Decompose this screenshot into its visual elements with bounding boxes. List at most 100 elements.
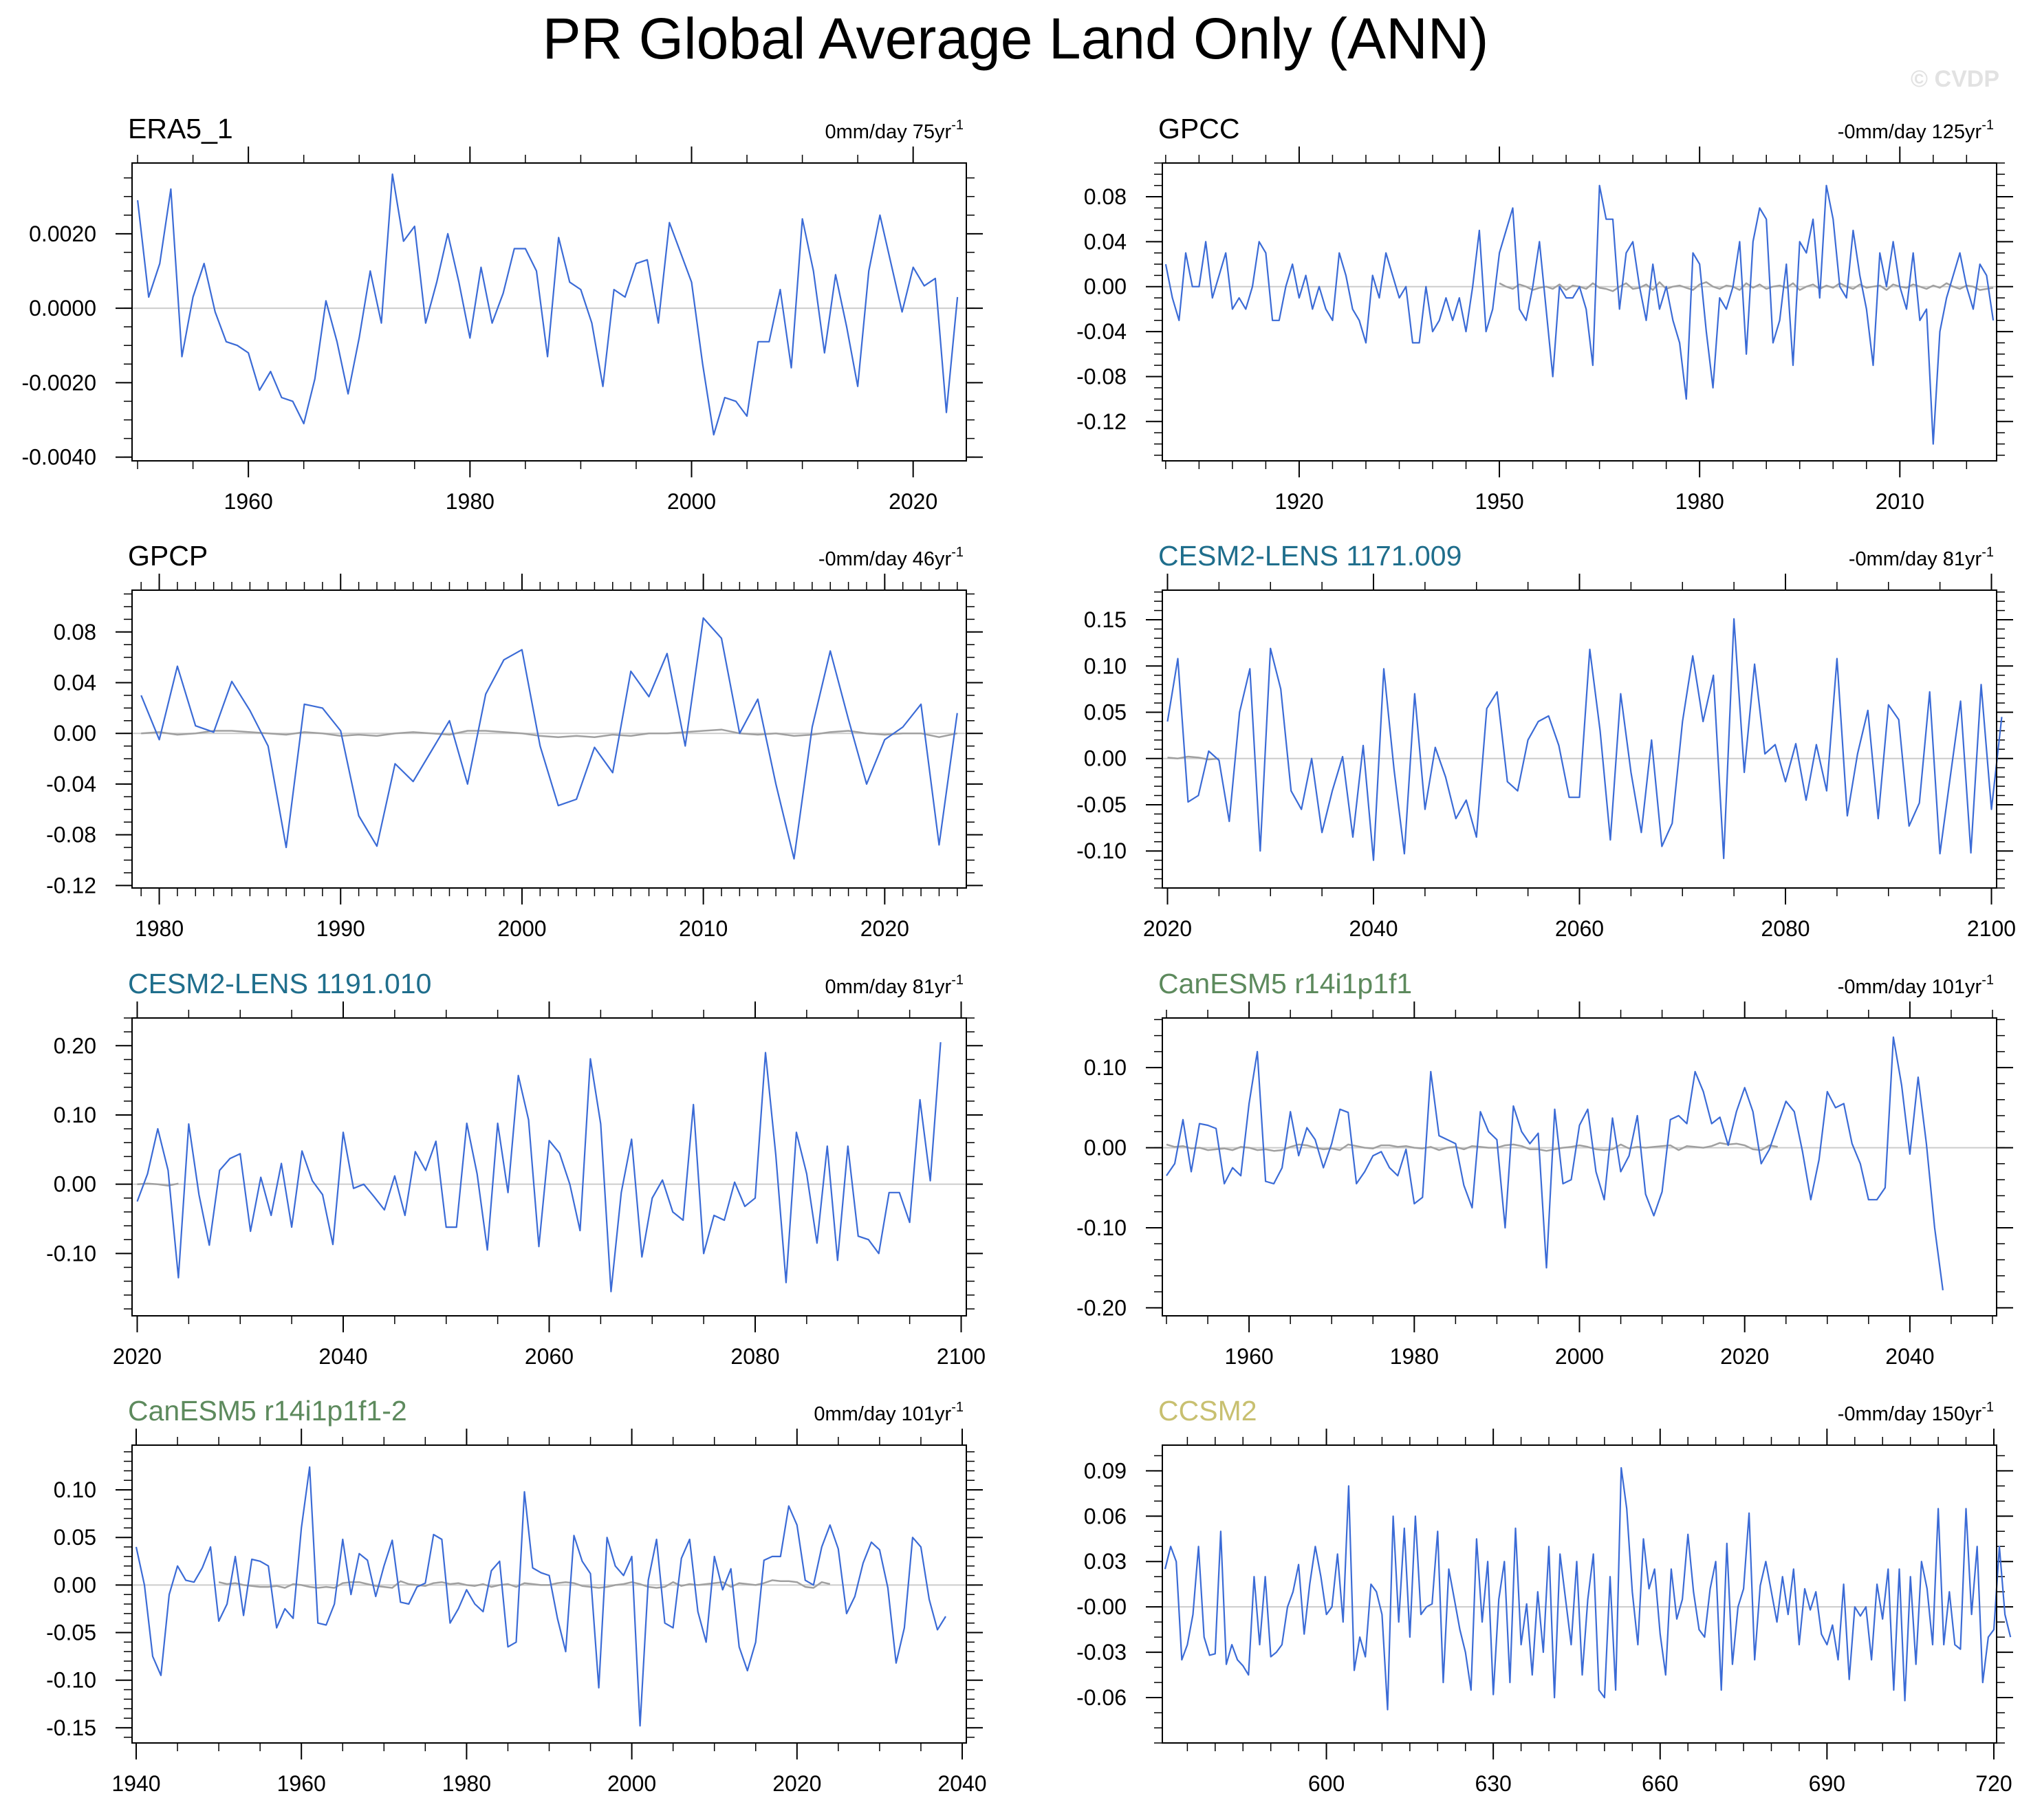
panel-title: ERA5_1 — [128, 113, 233, 144]
x-tick-label: 2000 — [667, 489, 716, 514]
panel-4: CESM2-LENS 1171.009 -0mm/day 81yr-1 -0.10 -… — [1076, 540, 2016, 941]
x-tick-label: 2080 — [1761, 916, 1810, 941]
x-tick-label: 2020 — [1720, 1344, 1769, 1369]
trend-label-text: 0mm/day 101yr — [814, 1403, 951, 1425]
x-tick-label: 1950 — [1475, 489, 1523, 514]
y-tick-label: -0.15 — [46, 1715, 96, 1740]
plot-frame — [131, 589, 967, 889]
y-tick-label: -0.10 — [46, 1241, 96, 1266]
panel-3: GPCP -0mm/day 46yr-1 -0.12 -0.08 -0.04 0.00 0.… — [46, 540, 983, 941]
panel-5: CESM2-LENS 1191.010 0mm/day 81yr-1 -0.10 0.… — [46, 968, 986, 1369]
series-line — [1164, 1466, 2012, 1711]
panel-8: CCSM2 -0mm/day 150yr-1 -0.06 -0.03 -0.00 0.03… — [1076, 1395, 2013, 1796]
trend-label: -0mm/day 46yr-1 — [818, 545, 964, 570]
trend-label: 0mm/day 101yr-1 — [814, 1400, 964, 1425]
y-tick-label: -0.20 — [1076, 1295, 1127, 1320]
x-tick-label: 2080 — [730, 1344, 779, 1369]
y-tick-label: 0.04 — [54, 671, 96, 695]
trend-label-text: -0mm/day 150yr — [1838, 1403, 1982, 1425]
panel-6: CanESM5 r14i1p1f1 -0mm/day 101yr-1 -0.20 -0… — [1076, 968, 2013, 1369]
x-tick-label: 2020 — [772, 1771, 821, 1796]
plot-frame — [1162, 1017, 1997, 1317]
trend-label-exponent: -1 — [951, 1400, 964, 1415]
y-tick-label: -0.06 — [1076, 1685, 1127, 1710]
y-tick-label: -0.05 — [1076, 792, 1127, 817]
plot-frame — [131, 1444, 967, 1744]
trend-label-text: -0mm/day 81yr — [1849, 548, 1982, 570]
x-tick-label: 690 — [1809, 1771, 1845, 1796]
trend-label: -0mm/day 101yr-1 — [1838, 973, 1994, 998]
series-line — [135, 1466, 946, 1727]
series-line — [1164, 184, 1995, 445]
ensemble-mean-line — [1499, 281, 1994, 292]
series-line — [140, 617, 958, 860]
plot-frame — [131, 1017, 967, 1317]
trend-label-exponent: -1 — [1981, 973, 1994, 988]
y-tick-label: 0.20 — [54, 1033, 96, 1058]
panel-title: GPCP — [128, 540, 208, 572]
panel-title: CanESM5 r14i1p1f1 — [1158, 968, 1412, 999]
y-tick-label: -0.05 — [46, 1621, 96, 1645]
trend-label-exponent: -1 — [951, 545, 964, 560]
x-tick-label: 2020 — [1143, 916, 1192, 941]
y-tick-label: 0.00 — [54, 1172, 96, 1197]
trend-label: -0mm/day 81yr-1 — [1849, 545, 1994, 570]
trend-label-text: 0mm/day 75yr — [825, 121, 951, 143]
y-tick-label: 0.0020 — [29, 221, 96, 246]
y-tick-label: -0.0020 — [21, 370, 96, 395]
panel-title: GPCC — [1158, 113, 1239, 144]
trend-label: -0mm/day 125yr-1 — [1838, 118, 1994, 143]
y-tick-label: 0.05 — [54, 1525, 96, 1550]
y-tick-label: -0.04 — [46, 772, 96, 797]
y-tick-label: -0.12 — [46, 873, 96, 898]
x-tick-label: 1960 — [224, 489, 273, 514]
y-tick-label: 0.03 — [1084, 1549, 1127, 1574]
x-tick-label: 2040 — [1349, 916, 1398, 941]
x-tick-label: 2010 — [1876, 489, 1924, 514]
x-tick-label: 2100 — [937, 1344, 986, 1369]
y-tick-label: 0.00 — [54, 1572, 96, 1597]
x-tick-label: 1980 — [1390, 1344, 1439, 1369]
x-tick-label: 2060 — [1555, 916, 1604, 941]
y-tick-label: 0.10 — [1084, 1055, 1127, 1080]
trend-label-exponent: -1 — [1981, 118, 1994, 133]
y-tick-label: 0.06 — [1084, 1504, 1127, 1528]
y-tick-label: 0.00 — [1084, 274, 1127, 299]
x-tick-label: 2060 — [525, 1344, 574, 1369]
series-line — [136, 1042, 942, 1292]
watermark: © CVDP — [1911, 66, 1999, 92]
panel-7: CanESM5 r14i1p1f1-2 0mm/day 101yr-1 -0.15 -… — [46, 1395, 987, 1796]
trend-label: -0mm/day 150yr-1 — [1838, 1400, 1994, 1425]
x-tick-label: 1980 — [446, 489, 495, 514]
trend-label: 0mm/day 75yr-1 — [825, 118, 964, 143]
x-tick-label: 2000 — [497, 916, 546, 941]
x-tick-label: 1960 — [277, 1771, 326, 1796]
x-tick-label: 600 — [1308, 1771, 1345, 1796]
y-tick-label: -0.12 — [1076, 409, 1127, 434]
y-tick-label: 0.10 — [54, 1477, 96, 1502]
x-tick-label: 1920 — [1274, 489, 1323, 514]
y-tick-label: 0.0000 — [29, 296, 96, 321]
plot-frame — [131, 162, 967, 462]
x-tick-label: 2000 — [1555, 1344, 1604, 1369]
panel-2: GPCC -0mm/day 125yr-1 -0.12 -0.08 -0.04 0.00 0… — [1076, 113, 2013, 514]
y-tick-label: 0.15 — [1084, 607, 1127, 632]
y-tick-label: -0.0040 — [21, 445, 96, 470]
y-tick-label: -0.04 — [1076, 319, 1127, 344]
y-tick-label: 0.05 — [1084, 700, 1127, 725]
trend-label-exponent: -1 — [951, 973, 964, 988]
trend-label-text: 0mm/day 81yr — [825, 976, 951, 998]
trend-label-exponent: -1 — [1981, 1400, 1994, 1415]
y-tick-label: 0.08 — [54, 620, 96, 644]
trend-label-text: -0mm/day 125yr — [1838, 121, 1982, 143]
x-tick-label: 2040 — [318, 1344, 367, 1369]
y-tick-label: -0.10 — [46, 1668, 96, 1693]
ensemble-mean-line — [218, 1579, 831, 1589]
panel-title: CCSM2 — [1158, 1395, 1257, 1427]
x-tick-label: 720 — [1975, 1771, 2012, 1796]
x-tick-label: 1980 — [135, 916, 184, 941]
ensemble-mean-line — [1166, 1142, 1778, 1152]
y-tick-label: -0.10 — [1076, 838, 1127, 863]
x-tick-label: 2020 — [860, 916, 909, 941]
